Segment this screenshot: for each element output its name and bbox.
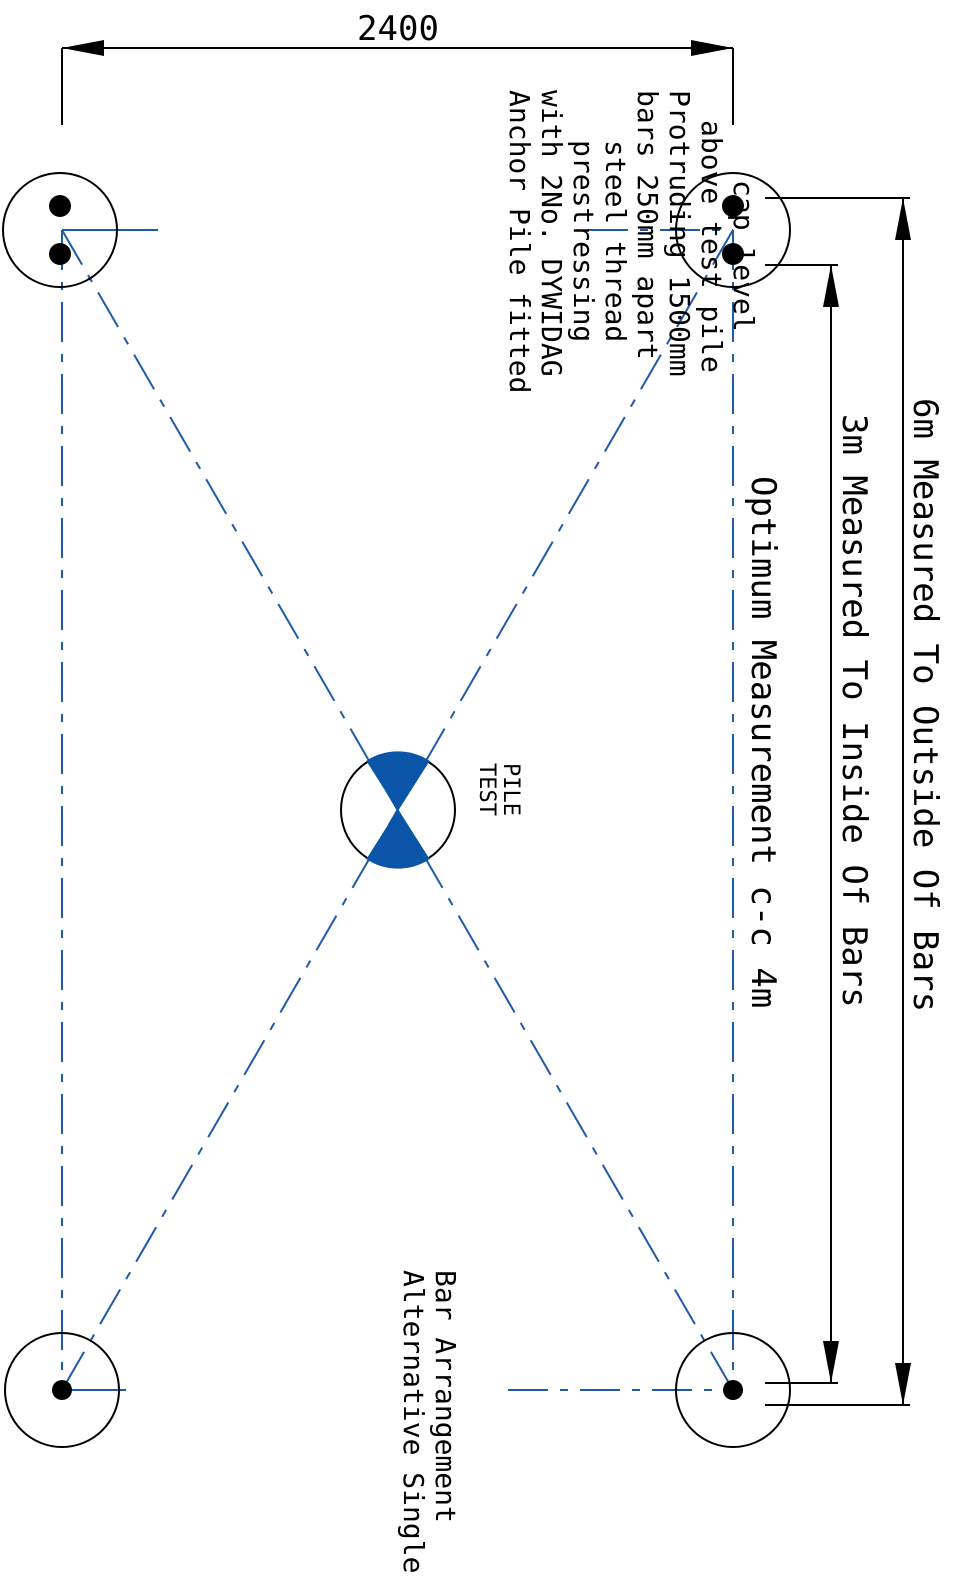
anchor-pile-bottom-left — [4, 1332, 120, 1448]
anchor-pile-note: Anchor Pile fitted with 2No. DYWIDAG pre… — [503, 90, 760, 410]
outer-arrow-bottom — [895, 1363, 911, 1405]
optimum-measurement-label: Optimum Measurement c-c 4m — [743, 476, 783, 1008]
pile-outline — [2, 172, 118, 288]
dim-arrow-right — [691, 40, 733, 56]
test-pile-label: TEST PILE — [474, 763, 523, 829]
pile-outline — [675, 172, 791, 288]
test-pile: TEST PILE — [340, 751, 523, 869]
bar-dot — [49, 195, 71, 217]
dimension-inner-3m: 3m Measured To Inside Of Bars — [765, 264, 874, 1384]
anchor-pile-top-right — [675, 172, 791, 288]
inner-dim-label: 3m Measured To Inside Of Bars — [834, 414, 874, 1008]
bar-dot — [723, 1380, 743, 1400]
outer-dim-label: 6m Measured To Outside Of Bars — [905, 398, 945, 1012]
dimension-outer-6m: 6m Measured To Outside Of Bars — [765, 197, 945, 1406]
top-dimension: 2400 — [61, 9, 734, 125]
anchor-pile-top-left — [2, 172, 118, 288]
pile-outline — [675, 1332, 791, 1448]
test-pile-fill-top — [366, 751, 430, 811]
anchor-pile-bottom-right — [675, 1332, 791, 1448]
alternative-arrangement-note: Alternative Single Bar Arrangement — [397, 1270, 462, 1585]
inner-arrow-bottom — [823, 1341, 839, 1383]
bar-dot — [722, 195, 744, 217]
centerlines — [61, 229, 734, 1391]
pile-outline — [4, 1332, 120, 1448]
dim-label-2400: 2400 — [357, 9, 439, 49]
bar-dot — [52, 1380, 72, 1400]
inner-arrow-top — [823, 265, 839, 307]
outer-arrow-top — [895, 198, 911, 240]
bar-dot — [722, 243, 744, 265]
test-pile-fill-bottom — [366, 809, 430, 869]
dim-arrow-left — [62, 40, 104, 56]
bar-dot — [49, 243, 71, 265]
